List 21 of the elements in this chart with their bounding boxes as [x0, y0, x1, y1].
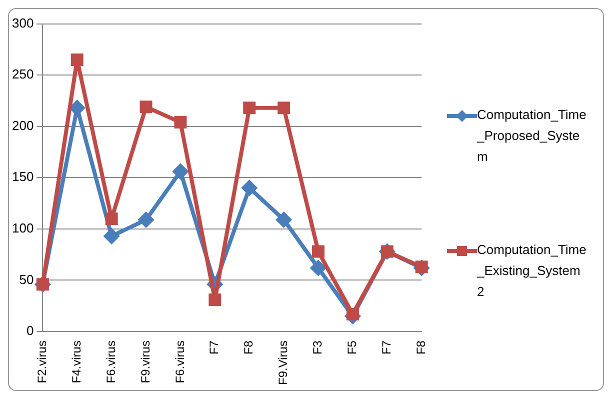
y-tick-label: 150	[12, 169, 34, 184]
x-tick-label: F8	[242, 340, 256, 355]
y-tick-label: 50	[19, 272, 34, 287]
x-tick-label: F6.virus	[104, 340, 118, 384]
legend-label: Computation_Time_Proposed_System	[477, 106, 587, 166]
x-tick-label: F3	[310, 340, 325, 355]
y-tick-label: 100	[12, 220, 34, 236]
x-tick-label: F5	[345, 340, 360, 355]
x-tick-label: F7	[207, 340, 222, 355]
x-tick-label: F9.Virus	[276, 340, 290, 386]
y-tick-label: 0	[26, 323, 34, 338]
y-tick-label: 300	[12, 15, 34, 30]
x-tick-label: F4.virus	[69, 340, 84, 384]
legend-label: Computation_Time_Existing_System2	[477, 241, 587, 302]
y-tick-label: 250	[12, 66, 34, 82]
x-tick-label: F2.virus	[35, 340, 49, 384]
x-tick-label: F6.virus	[172, 340, 187, 384]
x-tick-label: F9.virus	[138, 340, 152, 384]
y-tick-label: 200	[12, 118, 34, 133]
x-tick-label: F8	[414, 340, 428, 355]
x-tick-label: F7	[379, 340, 394, 355]
